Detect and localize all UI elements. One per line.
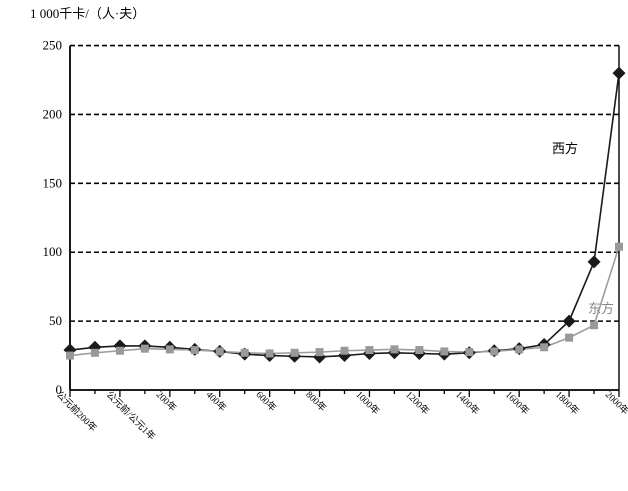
svg-text:1 000千卡/（人·夫）: 1 000千卡/（人·夫） (30, 6, 145, 21)
svg-text:东方: 东方 (588, 298, 614, 317)
svg-text:西方: 西方 (552, 138, 578, 157)
svg-text:200: 200 (43, 106, 63, 121)
svg-text:100: 100 (43, 244, 63, 259)
svg-text:250: 250 (43, 38, 63, 53)
svg-text:50: 50 (49, 313, 62, 328)
svg-text:150: 150 (43, 175, 63, 190)
